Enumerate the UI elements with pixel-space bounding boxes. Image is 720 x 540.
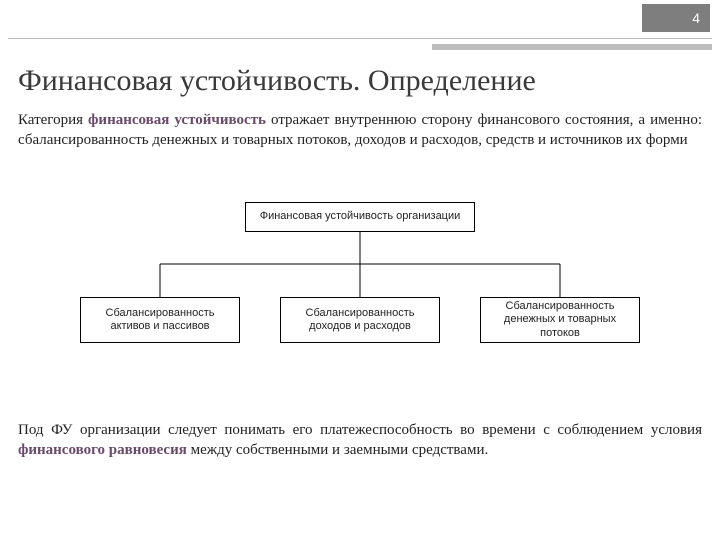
page-number: 4: [642, 4, 710, 32]
diagram-node-root: Финансовая устойчивость организации: [245, 202, 475, 232]
definition-paragraph-1: Категория финансовая устойчивость отража…: [18, 110, 702, 151]
divider-thick: [432, 44, 712, 50]
para1-pre: Категория: [18, 112, 88, 128]
para1-emphasis: финансовая устойчивость: [88, 112, 266, 128]
diagram-node-n1: Сбалансированность активов и пассивов: [80, 297, 240, 343]
divider-thin: [8, 38, 712, 39]
diagram-node-n2: Сбалансированность доходов и расходов: [280, 297, 440, 343]
definition-paragraph-2: Под ФУ организации следует понимать его …: [18, 420, 702, 461]
para2-pre: Под ФУ организации следует понимать его …: [18, 422, 702, 438]
diagram-node-n3: Сбалансированность денежных и товарных п…: [480, 297, 640, 343]
header-band: 4: [0, 0, 720, 36]
para2-post: между собственными и заемными средствами…: [187, 442, 488, 458]
para2-emphasis: финансового равновесия: [18, 442, 187, 458]
page-title: Финансовая устойчивость. Определение: [18, 64, 536, 98]
org-tree-diagram: Финансовая устойчивость организации Сбала…: [80, 202, 640, 392]
